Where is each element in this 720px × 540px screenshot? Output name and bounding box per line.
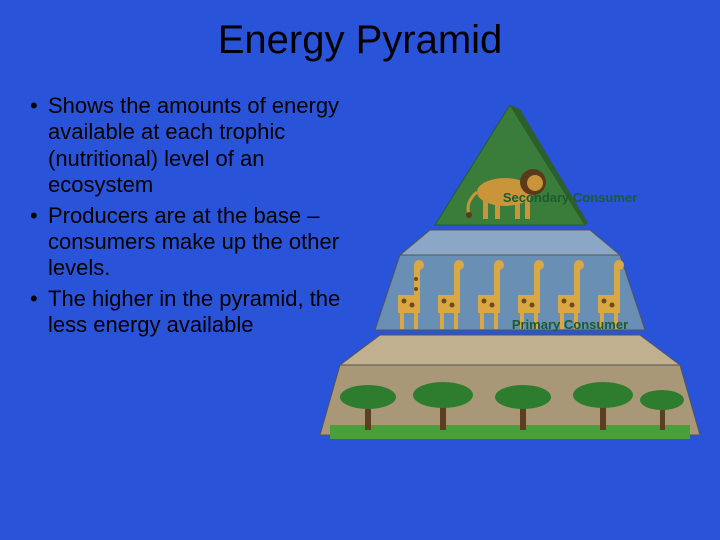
tier-label-secondary: Secondary Consumer — [480, 190, 660, 205]
page-title: Energy Pyramid — [0, 0, 720, 63]
grass-strip — [330, 425, 690, 439]
tier-base-top — [340, 335, 680, 365]
tier-middle-top — [400, 230, 620, 255]
list-item: Shows the amounts of energy available at… — [30, 93, 350, 199]
tier-top-apex — [435, 105, 585, 225]
list-item: The higher in the pyramid, the less ener… — [30, 286, 350, 339]
list-item: Producers are at the base – consumers ma… — [30, 203, 350, 282]
energy-pyramid-diagram: Secondary Consumer Primary Consumer — [310, 95, 710, 495]
bullet-list: Shows the amounts of energy available at… — [30, 93, 350, 343]
tier-label-primary: Primary Consumer — [480, 317, 660, 332]
pyramid-svg — [310, 95, 710, 495]
